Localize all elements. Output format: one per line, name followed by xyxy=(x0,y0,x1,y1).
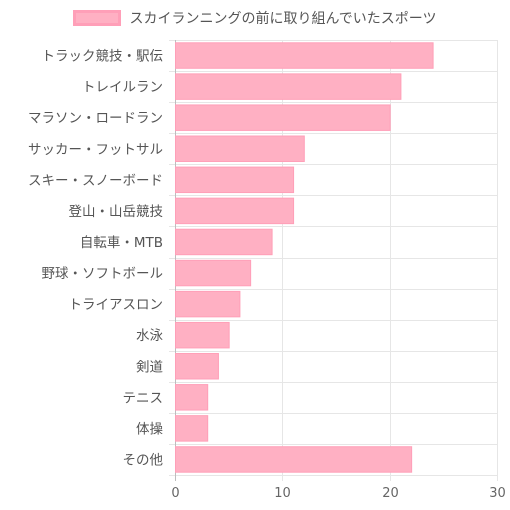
x-tick-label: 20 xyxy=(382,486,399,501)
bar-7[interactable] xyxy=(175,228,273,256)
bar-4[interactable] xyxy=(175,135,305,162)
category-label: 登山・山岳競技 xyxy=(69,204,164,220)
category-label: 水泳 xyxy=(136,328,163,344)
legend-label: スカイランニングの前に取り組んでいたスポーツ xyxy=(129,11,437,27)
category-label: 剣道 xyxy=(136,359,163,375)
category-label: トライアスロン xyxy=(69,297,164,313)
bar-1[interactable] xyxy=(175,42,434,69)
category-label: トレイルラン xyxy=(82,80,163,96)
category-label: 自転車・MTB xyxy=(80,235,163,251)
x-tick-label: 10 xyxy=(274,486,291,501)
category-label: その他 xyxy=(123,452,164,468)
category-label: トラック競技・駅伝 xyxy=(42,49,164,65)
bar-12[interactable] xyxy=(175,384,209,411)
bar-5[interactable] xyxy=(175,166,295,194)
bar-9[interactable] xyxy=(175,290,241,318)
bar-11[interactable] xyxy=(175,353,219,380)
bar-14[interactable] xyxy=(175,446,413,473)
x-tick-label: 0 xyxy=(171,486,179,501)
bar-3[interactable] xyxy=(175,104,391,131)
x-tick-label: 30 xyxy=(489,486,506,501)
category-label: 野球・ソフトボール xyxy=(42,266,164,282)
category-label: マラソン・ロードラン xyxy=(28,111,163,127)
category-label: 体操 xyxy=(136,421,163,437)
bar-13[interactable] xyxy=(175,415,209,442)
bar-10[interactable] xyxy=(175,321,230,349)
category-label: サッカー・フットサル xyxy=(28,142,163,158)
category-label: テニス xyxy=(123,390,164,406)
category-label: スキー・スノーボード xyxy=(28,173,163,189)
bars xyxy=(175,42,434,473)
bar-8[interactable] xyxy=(175,259,252,287)
bar-6[interactable] xyxy=(175,197,295,225)
legend[interactable]: スカイランニングの前に取り組んでいたスポーツ xyxy=(0,6,510,30)
bar-2[interactable] xyxy=(175,73,402,100)
legend-swatch xyxy=(73,10,122,26)
